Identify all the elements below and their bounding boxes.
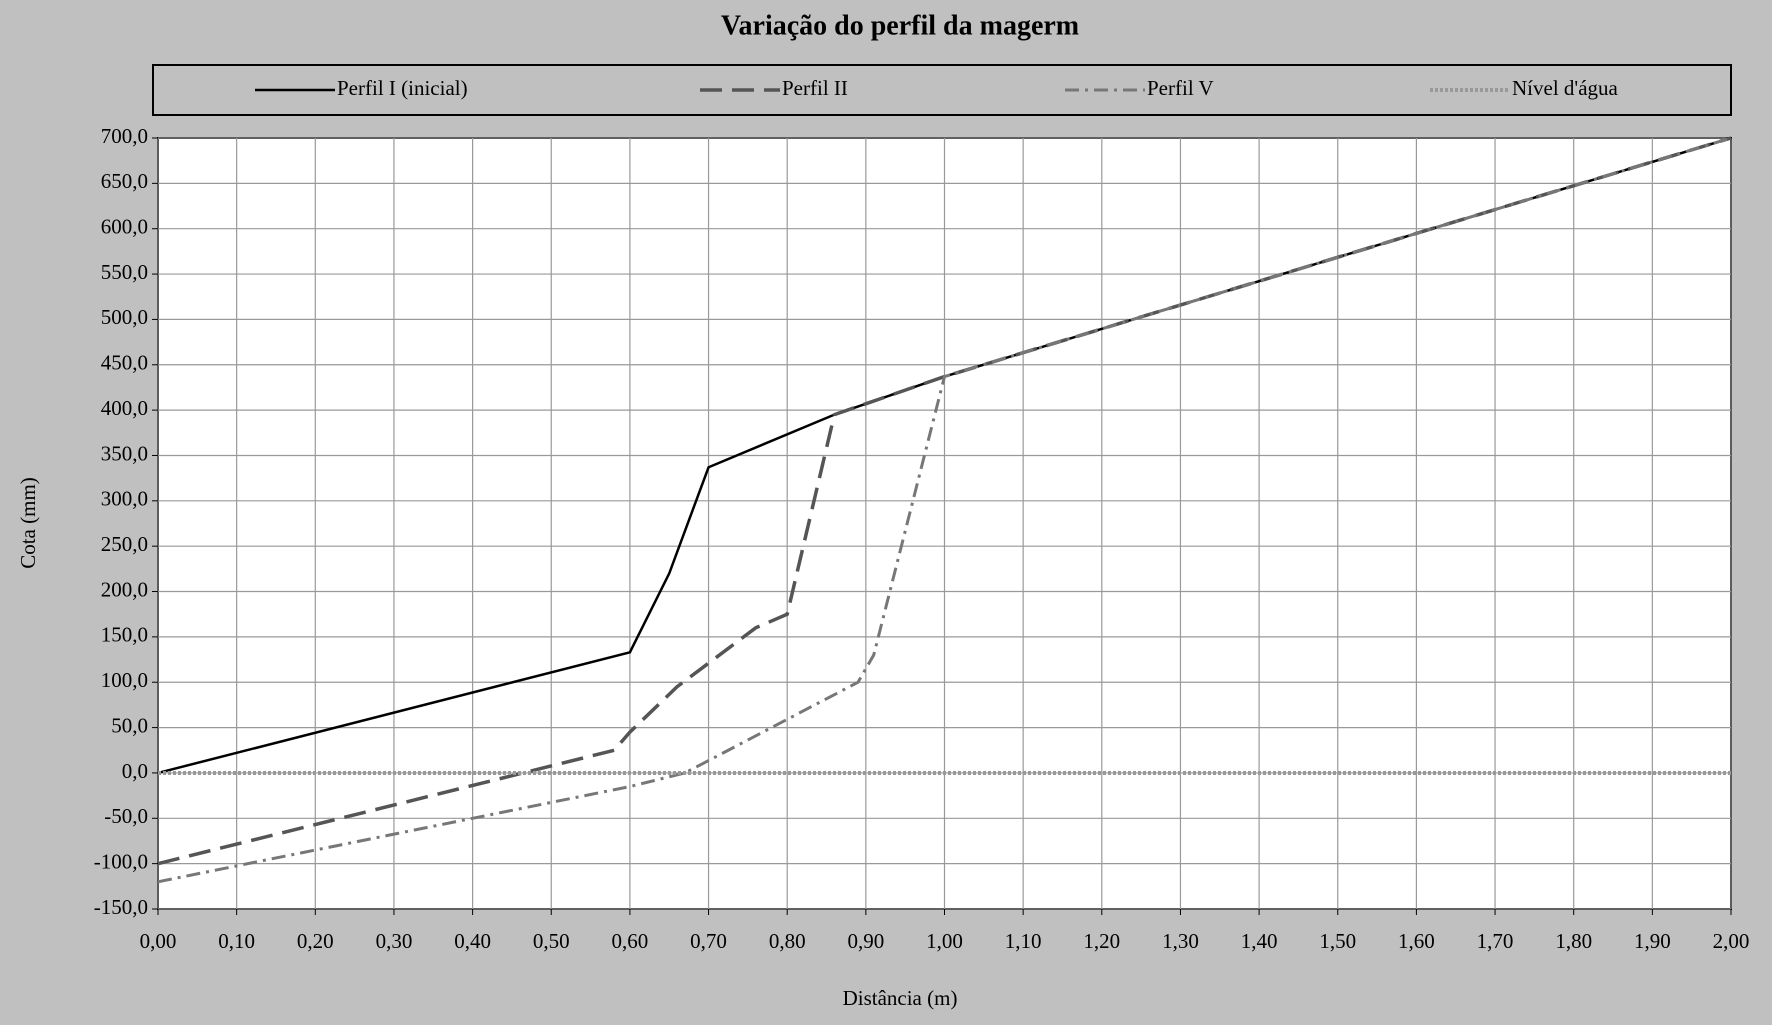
y-axis-title: Cota (mm) — [16, 477, 40, 569]
y-tick-label: -50,0 — [104, 804, 148, 828]
y-tick-label: 300,0 — [101, 487, 148, 511]
y-tick-label: 50,0 — [111, 713, 148, 737]
y-tick-label: 400,0 — [101, 396, 148, 420]
grid — [157, 137, 1732, 910]
y-tick-label: -100,0 — [94, 849, 148, 873]
x-tick-label: 1,30 — [1162, 929, 1199, 953]
x-tick-label: 0,20 — [297, 929, 334, 953]
legend-label: Perfil II — [782, 76, 848, 100]
y-tick-label: 600,0 — [101, 215, 148, 239]
y-tick-label: 200,0 — [101, 577, 148, 601]
x-tick-label: 1,10 — [1005, 929, 1042, 953]
y-tick-label: 250,0 — [101, 532, 148, 556]
x-tick-label: 0,00 — [140, 929, 177, 953]
x-tick-label: 0,40 — [454, 929, 491, 953]
y-tick-label: 550,0 — [101, 260, 148, 284]
x-tick-label: 1,00 — [926, 929, 963, 953]
x-axis-title: Distância (m) — [843, 986, 958, 1010]
x-tick-label: 1,60 — [1398, 929, 1435, 953]
x-tick-label: 0,10 — [218, 929, 255, 953]
y-tick-label: -150,0 — [94, 895, 148, 919]
chart-title: Variação do perfil da magerm — [721, 10, 1079, 41]
legend-label: Perfil I (inicial) — [337, 76, 468, 100]
y-tick-label: 150,0 — [101, 623, 148, 647]
y-tick-label: 650,0 — [101, 169, 148, 193]
y-tick-label: 450,0 — [101, 351, 148, 375]
x-tick-label: 1,80 — [1555, 929, 1592, 953]
x-tick-label: 1,70 — [1477, 929, 1514, 953]
x-tick-label: 1,40 — [1241, 929, 1278, 953]
x-tick-label: 1,20 — [1083, 929, 1120, 953]
x-tick-label: 0,60 — [612, 929, 649, 953]
y-tick-label: 350,0 — [101, 441, 148, 465]
x-tick-label: 0,90 — [847, 929, 884, 953]
y-tick-label: 100,0 — [101, 668, 148, 692]
series-line — [157, 136, 1732, 866]
x-tick-label: 0,80 — [769, 929, 806, 953]
series-line — [157, 136, 1732, 884]
x-tick-label: 1,50 — [1319, 929, 1356, 953]
x-tick-label: 1,90 — [1634, 929, 1671, 953]
x-tick-label: 0,50 — [533, 929, 570, 953]
x-tick-label: 0,30 — [376, 929, 413, 953]
y-tick-label: 0,0 — [122, 759, 148, 783]
x-tick-label: 2,00 — [1713, 929, 1750, 953]
y-tick-label: 700,0 — [101, 124, 148, 148]
legend-label: Nível d'água — [1512, 76, 1619, 100]
y-tick-label: 500,0 — [101, 305, 148, 329]
legend-label: Perfil V — [1147, 76, 1214, 100]
x-tick-label: 0,70 — [690, 929, 727, 953]
